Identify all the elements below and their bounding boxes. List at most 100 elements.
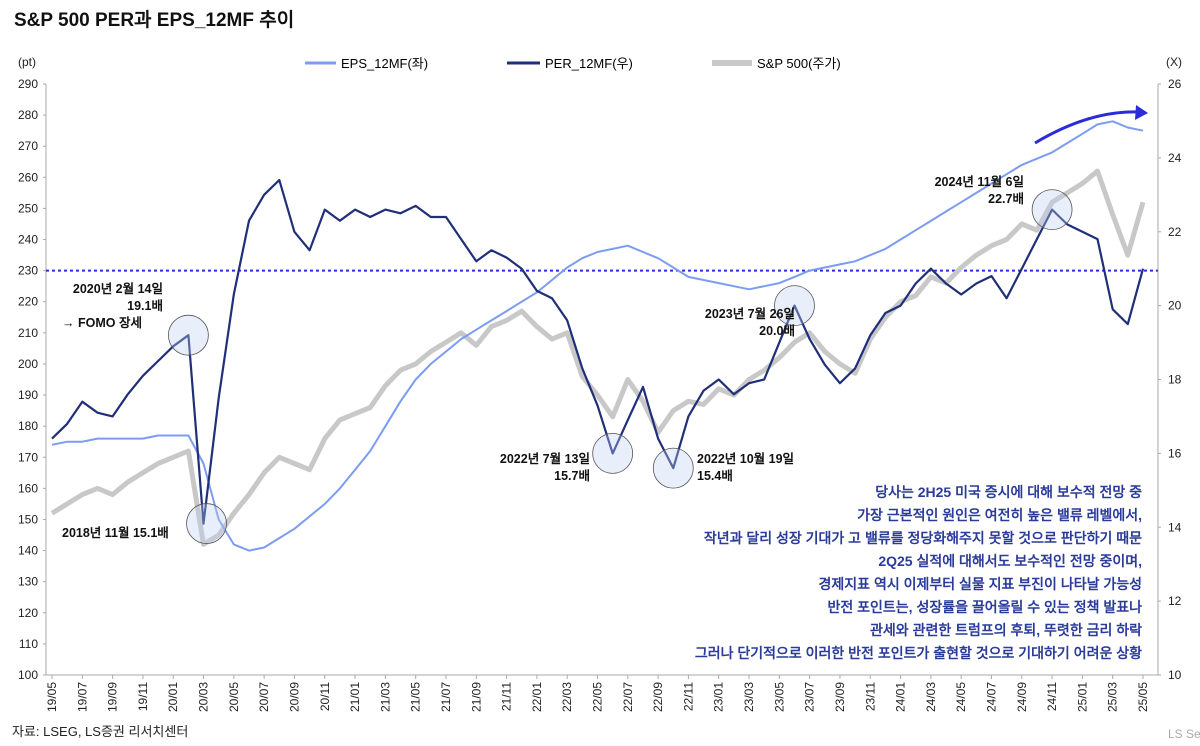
x-tick-label: 20/11 xyxy=(318,682,332,711)
x-tick-label: 21/03 xyxy=(378,682,392,712)
left-tick-label: 270 xyxy=(18,139,38,153)
annotation-2022-07: 2022년 7월 13일 15.7배 xyxy=(500,451,590,483)
x-tick-label: 25/05 xyxy=(1136,682,1150,712)
right-tick-label: 22 xyxy=(1168,225,1182,239)
x-tick-label: 20/05 xyxy=(227,682,241,712)
commentary-line: 경제지표 역시 이제부터 실물 지표 부진이 나타날 가능성 xyxy=(819,576,1142,592)
x-tick-label: 23/01 xyxy=(712,682,726,712)
commentary-line: 반전 포인트는, 성장률을 끌어올릴 수 있는 정책 발표나 xyxy=(828,599,1143,615)
x-tick-label: 22/07 xyxy=(621,682,635,712)
x-tick-label: 21/11 xyxy=(500,682,514,711)
legend-label-eps: EPS_12MF(좌) xyxy=(341,56,428,71)
commentary-line: 가장 근본적인 원인은 여전히 높은 밸류 레벨에서, xyxy=(857,507,1142,523)
x-tick-label: 24/07 xyxy=(984,682,998,712)
x-tick-label: 21/05 xyxy=(409,682,423,712)
x-tick-label: 24/03 xyxy=(924,682,938,712)
x-tick-label: 24/09 xyxy=(1015,682,1029,712)
x-tick-label: 20/07 xyxy=(257,682,271,712)
x-tick-label: 19/05 xyxy=(45,682,59,712)
left-tick-label: 160 xyxy=(18,481,38,495)
commentary-line: 작년과 달리 성장 기대가 고 밸류를 정당화해주지 못할 것으로 판단하기 때… xyxy=(704,530,1142,546)
legend: EPS_12MF(좌) PER_12MF(우) S&P 500(주가) xyxy=(305,56,841,71)
commentary-line: 그러나 단기적으로 이러한 반전 포인트가 출현할 것으로 기대하기 어려운 상… xyxy=(695,645,1142,661)
right-tick-label: 20 xyxy=(1168,299,1182,313)
left-tick-label: 200 xyxy=(18,357,38,371)
circle-2020-02 xyxy=(167,314,209,356)
x-tick-label: 19/11 xyxy=(136,682,150,711)
x-tick-label: 21/07 xyxy=(439,682,453,712)
annotation-text: 22.7배 xyxy=(988,191,1024,206)
annotation-text: 2024년 11월 6일 xyxy=(935,174,1024,189)
annotation-text: → FOMO 장세 xyxy=(62,315,142,330)
x-tick-label: 23/09 xyxy=(833,682,847,712)
right-tick-label: 14 xyxy=(1168,520,1182,534)
left-tick-label: 140 xyxy=(18,544,38,558)
left-tick-label: 210 xyxy=(18,326,38,340)
left-tick-label: 250 xyxy=(18,201,38,215)
annotation-text: 2020년 2월 14일 xyxy=(73,281,163,296)
x-tick-label: 23/03 xyxy=(742,682,756,712)
x-tick-label: 22/01 xyxy=(530,682,544,712)
left-tick-label: 150 xyxy=(18,512,38,526)
x-tick-label: 24/05 xyxy=(954,682,968,712)
annotation-2022-10: 2022년 10월 19일 15.4배 xyxy=(697,451,794,483)
series-line-per xyxy=(51,178,1145,525)
x-tick-label: 21/09 xyxy=(469,682,483,712)
x-tick-label: 22/05 xyxy=(591,682,605,712)
annotation-2023-07: 2023년 7월 26일 20.0배 xyxy=(705,306,795,338)
circle-2018-11-level xyxy=(186,503,227,544)
annotation-text: 15.7배 xyxy=(554,468,590,483)
right-tick-label: 16 xyxy=(1168,446,1182,460)
commentary-line: 관세와 관련한 트럼프의 후퇴, 뚜렷한 금리 하락 xyxy=(870,622,1142,638)
x-tick-label: 22/03 xyxy=(560,682,574,712)
circle-2024-11 xyxy=(1031,189,1073,230)
left-axis-unit: (pt) xyxy=(18,55,36,69)
x-tick-label: 23/07 xyxy=(803,682,817,712)
annotation-text: 19.1배 xyxy=(127,298,163,313)
x-tick-label: 24/11 xyxy=(1045,682,1059,711)
annotation-2024-11: 2024년 11월 6일 22.7배 xyxy=(935,174,1024,206)
right-tick-label: 18 xyxy=(1168,373,1182,387)
left-tick-label: 180 xyxy=(18,419,38,433)
left-tick-label: 110 xyxy=(19,637,38,651)
x-tick-label: 19/09 xyxy=(106,682,120,712)
x-tick-label: 24/01 xyxy=(894,682,908,712)
left-tick-label: 290 xyxy=(18,77,38,91)
legend-label-sp500: S&P 500(주가) xyxy=(757,56,841,71)
annotation-text: 2023년 7월 26일 xyxy=(705,306,795,321)
annotation-text: 2022년 7월 13일 xyxy=(500,451,590,466)
left-tick-label: 280 xyxy=(18,108,38,122)
x-tick-label: 20/09 xyxy=(287,682,301,712)
left-tick-label: 190 xyxy=(18,388,38,402)
chart-title: S&P 500 PER과 EPS_12MF 추이 xyxy=(14,9,294,31)
annotation-text: 20.0배 xyxy=(759,323,795,338)
circle-2023-07 xyxy=(774,285,815,327)
left-tick-label: 130 xyxy=(18,575,38,589)
x-tick-label: 22/11 xyxy=(681,682,695,711)
series-line-eps xyxy=(51,120,1144,552)
x-tick-label: 20/01 xyxy=(166,682,180,712)
x-tick-label: 20/03 xyxy=(197,682,211,712)
legend-label-per: PER_12MF(우) xyxy=(545,56,633,71)
trend-arrow-head-icon xyxy=(1135,105,1148,120)
series-line-sp500 xyxy=(50,168,1146,547)
left-tick-label: 260 xyxy=(18,170,38,184)
left-tick-label: 100 xyxy=(18,668,38,682)
annotation-text: 15.4배 xyxy=(697,468,733,483)
x-tick-label: 25/01 xyxy=(1075,682,1089,712)
right-tick-label: 26 xyxy=(1168,77,1182,91)
x-tick-label: 23/05 xyxy=(772,682,786,712)
annotation-2020-02: 2020년 2월 14일 19.1배 → FOMO 장세 xyxy=(62,281,163,330)
right-tick-label: 24 xyxy=(1168,151,1182,165)
x-tick-label: 23/11 xyxy=(863,682,877,711)
commentary-box: 당사는 2H25 미국 증시에 대해 보수적 전망 중 가장 근본적인 원인은 … xyxy=(695,484,1142,661)
x-tick-label: 19/07 xyxy=(75,682,89,712)
commentary-line: 2Q25 실적에 대해서도 보수적인 전망 중이며, xyxy=(878,553,1142,569)
trend-arrow xyxy=(1034,110,1141,145)
x-tick-label: 25/03 xyxy=(1106,682,1120,712)
left-tick-label: 230 xyxy=(18,264,38,278)
commentary-line: 당사는 2H25 미국 증시에 대해 보수적 전망 중 xyxy=(875,484,1142,500)
source-note: 자료: LSEG, LS증권 리서치센터 xyxy=(12,724,188,739)
x-tick-label: 21/01 xyxy=(348,682,362,712)
